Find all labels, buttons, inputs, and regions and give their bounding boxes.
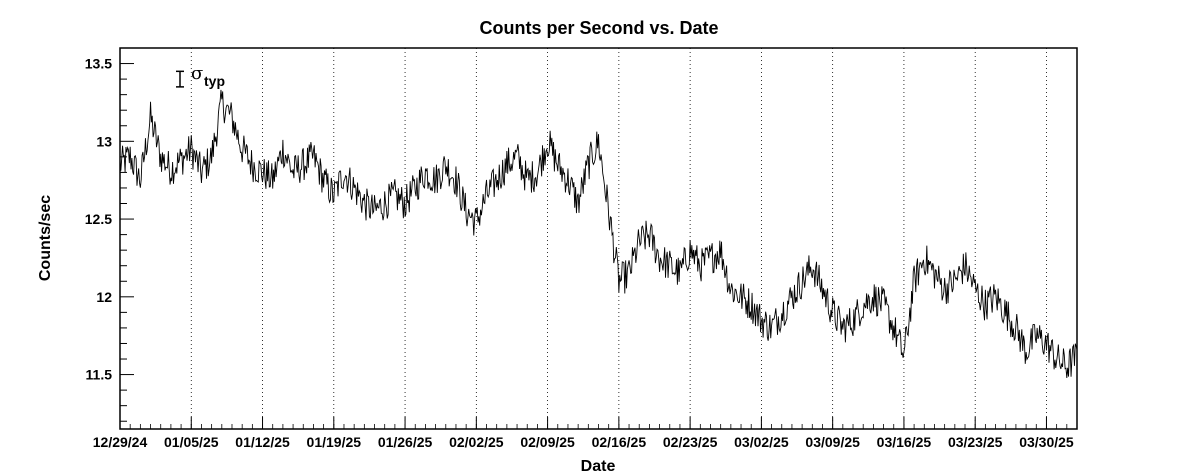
x-tick-label: 02/09/25 <box>520 434 575 450</box>
x-axis-label: Date <box>581 458 616 475</box>
y-tick-label: 12 <box>96 289 112 305</box>
grid-lines <box>190 48 1047 429</box>
x-tick-label: 01/12/25 <box>235 434 290 450</box>
x-tick-label: 03/30/25 <box>1019 434 1074 450</box>
x-tick-label: 02/16/25 <box>592 434 647 450</box>
x-tick-label: 03/02/25 <box>734 434 789 450</box>
y-tick-label: 13 <box>96 133 112 149</box>
y-axis: 11.5 12 12.5 13 13.5 <box>85 47 134 422</box>
x-tick-label: 03/23/25 <box>948 434 1003 450</box>
x-axis: 12/29/24 01/05/25 01/12/25 01/19/25 01/26/25… <box>93 417 1078 450</box>
series-group <box>119 89 1078 378</box>
sigma-error-bar <box>176 70 184 88</box>
x-tick-label: 02/23/25 <box>663 434 718 450</box>
x-tick-label: 03/16/25 <box>877 434 932 450</box>
y-axis-label: Counts/sec <box>37 195 54 281</box>
y-tick-label: 13.5 <box>85 56 112 72</box>
y-tick-label: 12.5 <box>85 211 112 227</box>
x-tick-label: 03/09/25 <box>805 434 860 450</box>
plot-frame <box>119 47 1078 430</box>
x-tick-label: 01/19/25 <box>307 434 362 450</box>
sigma-annotation: σ typ <box>176 63 225 89</box>
x-tick-label: 01/26/25 <box>378 434 433 450</box>
sigma-symbol: σ <box>191 63 203 84</box>
chart-title: Counts per Second vs. Date <box>479 18 718 38</box>
x-tick-label: 02/02/25 <box>449 434 504 450</box>
series-line <box>119 89 1078 378</box>
y-tick-label: 11.5 <box>86 367 113 383</box>
x-tick-label: 12/29/24 <box>93 434 148 450</box>
x-tick-label: 01/05/25 <box>164 434 219 450</box>
sigma-subscript: typ <box>204 73 225 89</box>
